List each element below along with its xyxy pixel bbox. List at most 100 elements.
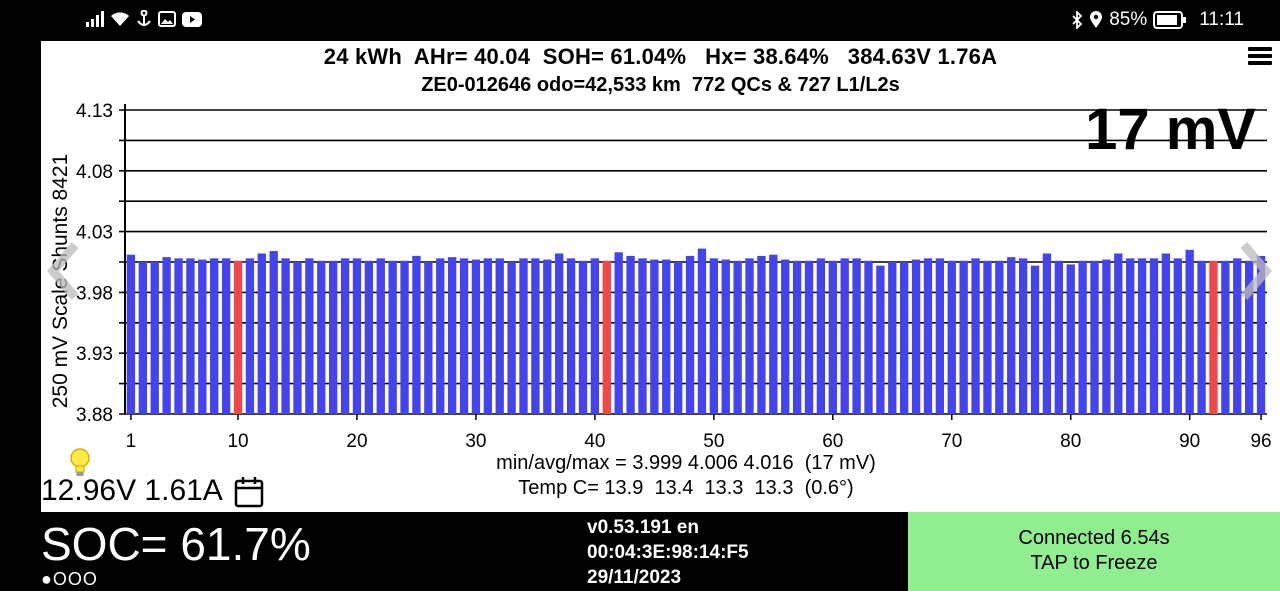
x-tick-label: 70 [941, 431, 962, 452]
cell-bar [1173, 258, 1182, 414]
cell-bar [1149, 258, 1159, 414]
previous-screen-arrow[interactable] [47, 241, 81, 301]
cell-bar [1221, 260, 1230, 414]
cell-bar [781, 259, 790, 414]
cell-bar [447, 257, 457, 414]
cell-bar [709, 258, 719, 414]
cell-bar [293, 262, 302, 414]
status-icons-left [86, 10, 202, 28]
cell-bar [388, 260, 397, 414]
cell-bar [673, 262, 683, 414]
cell-bar [745, 258, 754, 414]
cell-bar [1185, 249, 1194, 414]
x-tick-label: 20 [346, 431, 367, 452]
status-bar: 85% 11:11 [0, 0, 1280, 41]
cell-voltage-panel[interactable]: 24 kWh AHr= 40.04 SOH= 61.04% Hx= 38.64%… [41, 41, 1280, 512]
cell-bar [888, 262, 897, 414]
cell-bar [1209, 260, 1218, 414]
cell-bar [329, 260, 338, 414]
cell-bar [923, 258, 933, 414]
cell-bar [1007, 257, 1016, 414]
cell-bar [281, 258, 290, 414]
app-info: v0.53.191 en 00:04:3E:98:14:F5 29/11/202… [587, 515, 749, 590]
cell-bar [959, 260, 968, 414]
adapter-mac: 00:04:3E:98:14:F5 [587, 542, 749, 563]
y-tick-label: 3.88 [76, 405, 113, 426]
cell-bar [1018, 258, 1028, 414]
cell-bar [971, 258, 980, 414]
cell-bar [757, 255, 766, 414]
cell-bar [245, 258, 255, 414]
cell-bar [816, 258, 826, 414]
min-avg-max: min/avg/max = 3.999 4.006 4.016 (17 mV) [496, 452, 876, 474]
cell-bar [1030, 265, 1040, 414]
cell-bar [352, 258, 362, 414]
cell-bar [364, 260, 374, 414]
cell-bar [626, 255, 635, 414]
next-screen-arrow[interactable] [1238, 241, 1272, 301]
cell-bar [638, 258, 647, 414]
cell-bar [1161, 253, 1171, 414]
x-tick-label: 50 [703, 431, 724, 452]
cell-bar [555, 253, 564, 414]
cell-bar [947, 260, 956, 414]
battery-summary-line: 24 kWh AHr= 40.04 SOH= 61.04% Hx= 38.64%… [323, 44, 998, 69]
cell-bar [1137, 258, 1147, 414]
y-tick-label: 4.08 [76, 162, 113, 183]
connection-status: Connected 6.54s [1018, 527, 1170, 549]
battery-icon [1153, 11, 1187, 29]
lightbulb-icon[interactable] [67, 447, 93, 479]
cell-bar [233, 260, 243, 414]
y-tick-label: 4.03 [76, 223, 113, 244]
cell-bar [1090, 260, 1099, 414]
cell-bar [483, 258, 492, 414]
cell-bar [1197, 260, 1206, 414]
cell-bar [1233, 258, 1242, 414]
vehicle-info-line: ZE0-012646 odo=42,533 km 772 QCs & 727 L… [421, 74, 900, 96]
signal-icon [86, 11, 104, 27]
cell-bar [174, 258, 183, 414]
cell-bar [685, 255, 695, 414]
cell-bar [769, 254, 778, 414]
cell-bar [1114, 253, 1123, 414]
wifi-icon [111, 12, 129, 26]
anchor-icon [137, 10, 151, 26]
cell-bar [1126, 258, 1135, 414]
cell-bar [531, 258, 540, 414]
cell-bar [995, 260, 1004, 414]
cell-bar [840, 258, 849, 414]
cell-bar [733, 260, 742, 414]
cell-bar [876, 265, 885, 414]
battery-percent: 85% [1109, 9, 1148, 30]
x-tick-label: 40 [584, 431, 605, 452]
cell-bar [305, 258, 314, 414]
cell-bar [721, 259, 730, 414]
x-tick-label: 1 [126, 431, 137, 452]
clock: 11:11 [1199, 9, 1244, 30]
cell-bar [935, 258, 945, 414]
cell-bar [317, 260, 326, 414]
cell-bar [792, 260, 802, 414]
cell-bar [543, 259, 552, 414]
y-tick-label: 3.93 [76, 344, 113, 365]
cell-bar [828, 260, 837, 414]
cell-bar [198, 259, 207, 414]
gallery-icon [158, 11, 176, 27]
x-tick-label: 80 [1060, 431, 1081, 452]
menu-icon[interactable] [1248, 45, 1272, 67]
cell-bar [852, 258, 861, 414]
cell-bar [1054, 260, 1063, 414]
cell-bar [519, 258, 528, 414]
cell-bar [662, 259, 671, 414]
cell-bar [590, 258, 600, 414]
y-tick-label: 4.13 [76, 101, 113, 122]
cell-bar [1102, 259, 1111, 414]
x-tick-label: 96 [1250, 431, 1271, 452]
cell-bar [1066, 264, 1075, 414]
calendar-icon[interactable] [234, 476, 264, 508]
connection-freeze-button[interactable]: Connected 6.54s TAP to Freeze [908, 512, 1280, 591]
cell-bar [578, 260, 588, 414]
cell-bar [400, 260, 409, 414]
cell-bar [602, 260, 611, 414]
aux-battery-readout: 12.96V 1.61A [41, 474, 223, 507]
